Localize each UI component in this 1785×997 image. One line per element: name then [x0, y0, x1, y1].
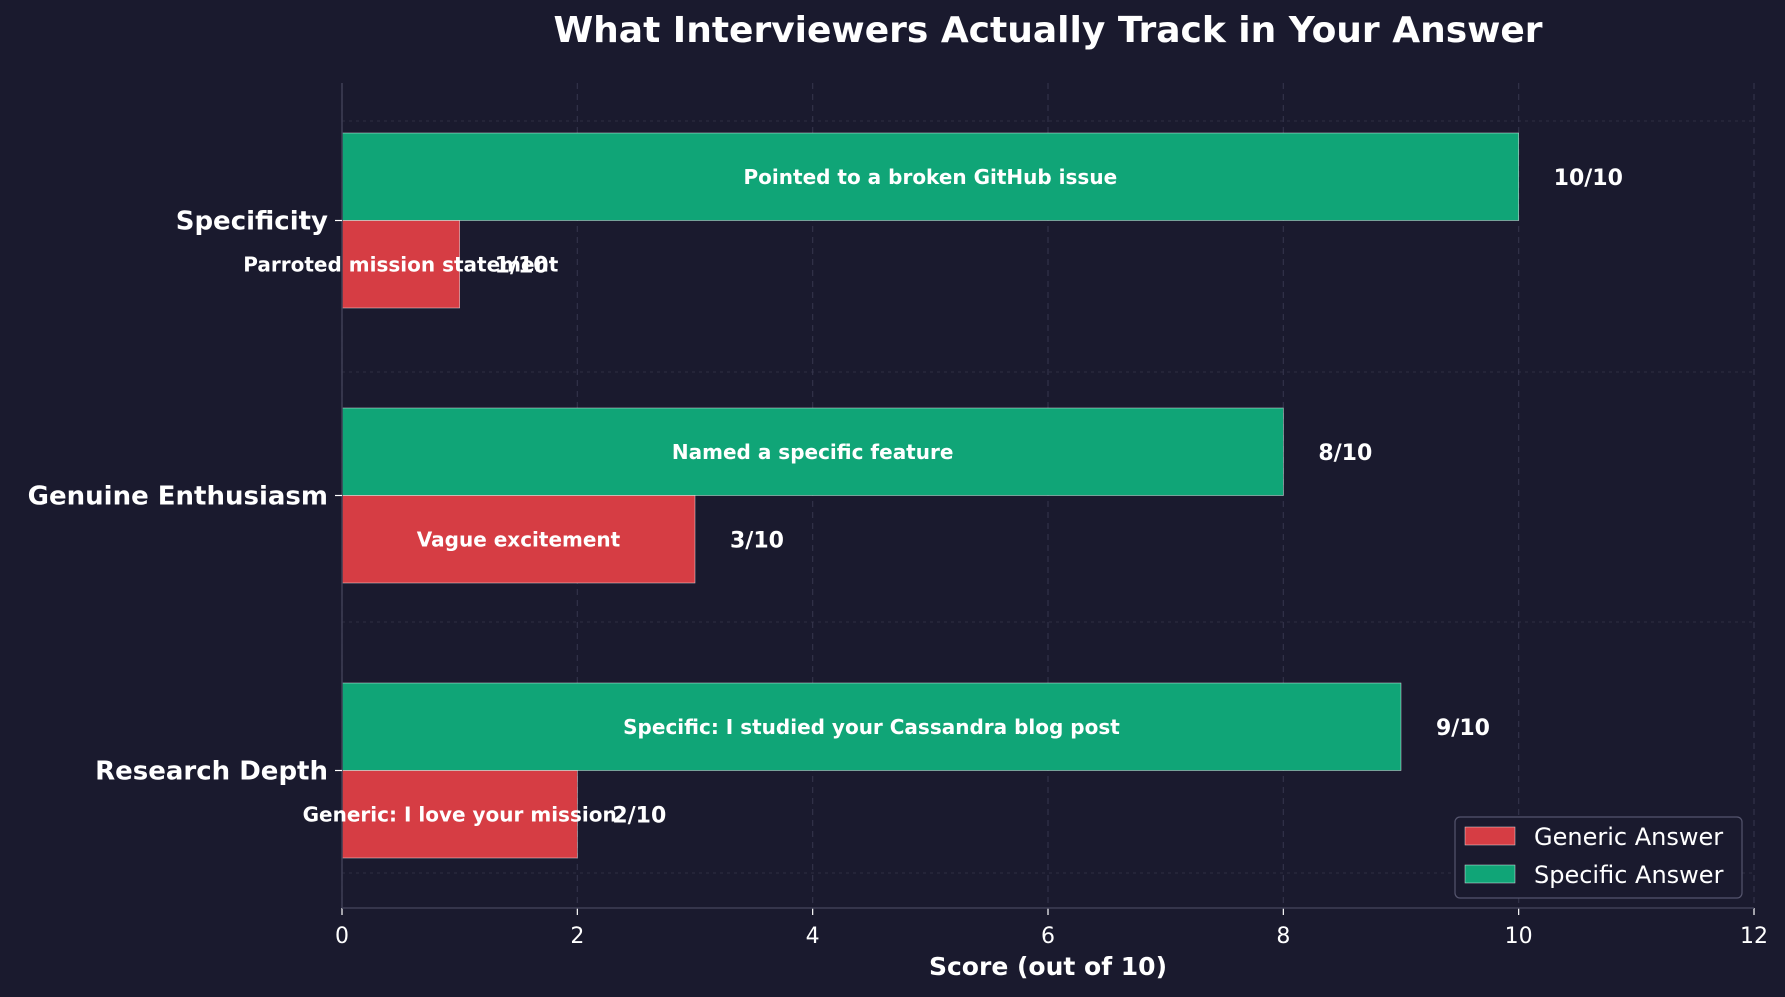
x-tick-label: 12 [1740, 924, 1768, 949]
value-label: 8/10 [1318, 441, 1372, 466]
value-label: 3/10 [730, 528, 784, 553]
value-label: 2/10 [612, 803, 666, 828]
generic-bar[interactable] [341, 495, 696, 584]
chart-title: What Interviewers Actually Track in Your… [553, 10, 1542, 51]
generic-bar[interactable] [341, 770, 578, 859]
legend-swatch [1464, 864, 1516, 884]
category-label: Specificity [176, 207, 328, 237]
bar-description-label: Vague excitement [417, 527, 621, 551]
legend[interactable]: Generic Answer Specific Answer [1454, 816, 1743, 899]
x-tick-label: 6 [1041, 924, 1055, 949]
legend-label: Generic Answer [1534, 823, 1723, 851]
x-tick-label: 0 [335, 924, 349, 949]
bar-description-label: Named a specific feature [672, 440, 954, 464]
bar-description-label: Generic: I love your mission [303, 802, 617, 826]
specific-bar[interactable] [341, 407, 1284, 496]
value-label: 9/10 [1436, 716, 1490, 741]
x-tick-label: 8 [1276, 924, 1290, 949]
x-tick-label: 10 [1505, 924, 1533, 949]
legend-label: Specific Answer [1534, 861, 1724, 889]
bars [341, 132, 1519, 859]
axes [335, 83, 1755, 915]
x-tick-label: 4 [806, 924, 820, 949]
legend-swatch [1464, 826, 1516, 846]
bar-description-label: Pointed to a broken GitHub issue [744, 165, 1118, 189]
generic-bar[interactable] [341, 220, 460, 309]
category-label: Research Depth [95, 757, 328, 787]
category-label: Genuine Enthusiasm [28, 482, 328, 512]
specific-bar[interactable] [341, 682, 1402, 771]
specific-bar[interactable] [341, 132, 1519, 221]
x-axis-label: Score (out of 10) [929, 952, 1167, 981]
x-tick-label: 2 [570, 924, 584, 949]
labels: 0 2 4 6 8 10 12 Specificity Pointed to a broken … [28, 165, 1768, 949]
bar-description-label: Parroted mission statement [243, 252, 559, 276]
bar-description-label: Specific: I studied your Cassandra blog … [623, 715, 1120, 739]
value-label: 1/10 [495, 253, 549, 278]
value-label: 10/10 [1554, 166, 1623, 191]
legend-box [1454, 816, 1743, 899]
